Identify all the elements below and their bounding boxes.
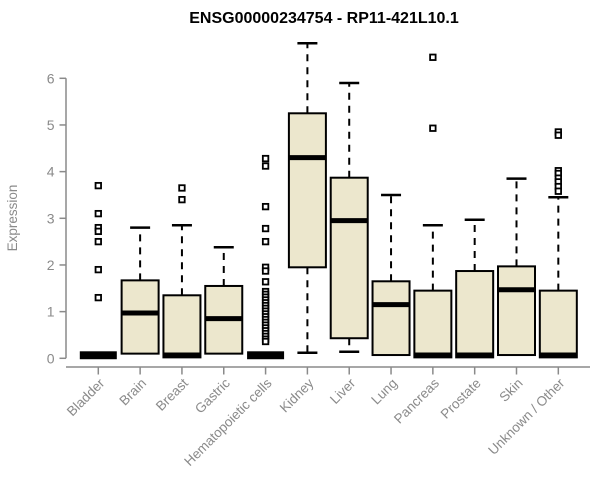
outlier-point — [94, 293, 102, 302]
box-group-hematopoietic-cells — [247, 154, 285, 360]
box-rect — [120, 279, 160, 355]
outlier-point — [261, 237, 270, 246]
box-group-kidney — [287, 42, 327, 354]
box-group-lung — [371, 193, 411, 357]
outlier-point — [261, 267, 270, 275]
box-rect — [162, 294, 202, 359]
y-tick-label: 3 — [47, 210, 55, 226]
box-group-pancreas — [413, 53, 453, 359]
x-tick-label: Prostate — [438, 376, 484, 422]
box-group-bladder — [79, 181, 117, 360]
x-tick-label: Breast — [153, 375, 191, 413]
x-tick-label: Liver — [327, 375, 359, 407]
outlier-point — [554, 187, 562, 195]
outlier-point — [554, 131, 562, 139]
outlier-point — [261, 162, 270, 170]
y-tick-label: 6 — [47, 70, 55, 86]
outlier-point — [261, 154, 270, 163]
x-tick-label: Kidney — [277, 375, 317, 415]
y-tick-label: 2 — [47, 257, 55, 273]
box-rect — [371, 280, 411, 357]
outlier-point — [261, 202, 270, 211]
chart-title: ENSG00000234754 - RP11-421L10.1 — [189, 10, 459, 27]
x-tick-label: Pancreas — [391, 375, 442, 426]
collapsed-box-bladder — [79, 351, 117, 360]
outlier-point — [261, 337, 270, 346]
box-rect — [287, 112, 327, 269]
outlier-point — [261, 224, 270, 233]
box-rect — [497, 265, 536, 357]
outlier-point — [94, 227, 102, 236]
y-tick-label: 1 — [47, 304, 55, 320]
box-group-breast — [162, 184, 202, 359]
box-rect — [329, 176, 369, 340]
outlier-point — [178, 184, 186, 192]
x-tick-label: Skin — [496, 376, 525, 405]
y-tick-label: 4 — [47, 164, 55, 180]
outlier-point — [94, 209, 102, 218]
box-rect — [413, 289, 453, 359]
box-group-skin — [497, 177, 536, 357]
box-group-gastric — [204, 245, 244, 355]
x-tick-label: Lung — [368, 376, 400, 408]
box-group-prostate — [455, 218, 495, 359]
outlier-point — [429, 53, 437, 61]
x-tick-label: Brain — [116, 376, 149, 409]
outlier-point — [94, 265, 102, 274]
x-tick-label: Unknown / Other — [485, 375, 568, 458]
x-tick-label: Bladder — [64, 375, 108, 419]
y-axis-label: Expression — [5, 185, 20, 252]
x-tick-label: Gastric — [192, 375, 233, 416]
box-group-liver — [329, 81, 369, 354]
box-rect — [538, 289, 578, 359]
outlier-point — [94, 237, 102, 246]
y-tick-label: 0 — [47, 350, 55, 366]
box-group-brain — [120, 226, 160, 355]
outlier-point — [94, 181, 102, 190]
collapsed-box-hematopoietic-cells — [247, 351, 285, 360]
outlier-point — [429, 124, 437, 132]
outlier-point — [178, 195, 186, 204]
outlier-point — [261, 278, 270, 286]
y-tick-label: 5 — [47, 117, 55, 133]
box-group-unknown-other — [538, 128, 578, 359]
box-rect — [455, 270, 495, 359]
